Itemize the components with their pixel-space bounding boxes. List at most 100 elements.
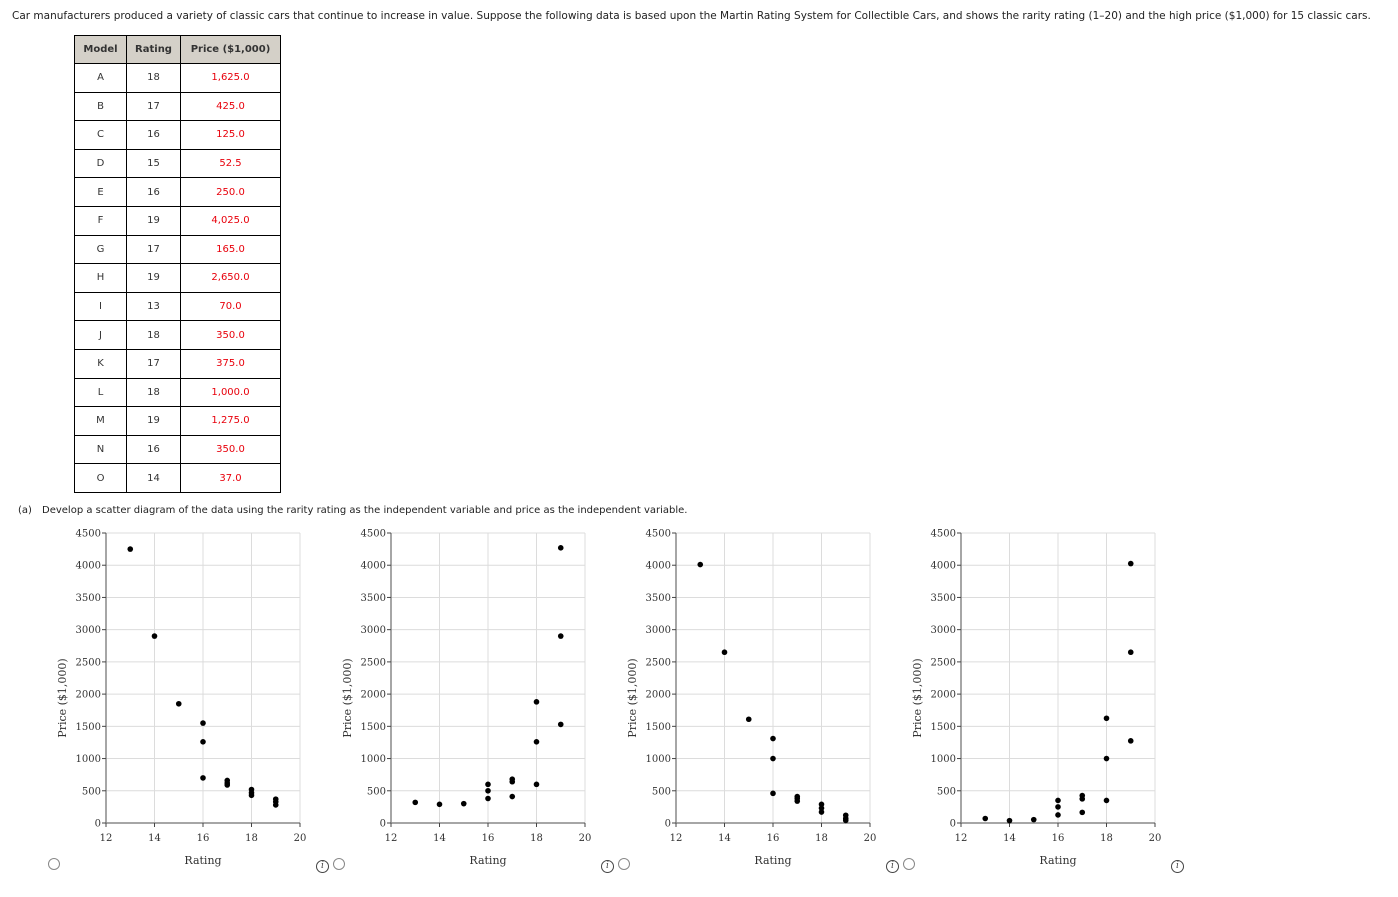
cell-price: 4,025.0	[180, 205, 281, 236]
data-point	[1006, 817, 1013, 824]
data-point	[557, 633, 564, 639]
data-point	[200, 739, 206, 745]
y-tick-label: 2500	[646, 657, 671, 668]
cell-model: J	[74, 320, 127, 350]
cell-rating: 14	[126, 463, 181, 493]
cell-rating: 19	[126, 406, 181, 436]
header-rating: Rating	[126, 35, 181, 64]
scatter-option-3[interactable]: 0 500 1000 1500 2000 2500 3000 3500 4000 4500 12 14…	[618, 522, 899, 877]
cell-model: I	[74, 291, 127, 322]
x-tick-label: 12	[955, 833, 968, 844]
y-tick-label: 4000	[361, 561, 386, 572]
scatter-option-1[interactable]: 0 500 1000 1500 2000 2500 3000 3500 4000 4500 12 14…	[48, 522, 329, 877]
y-tick-label: 2500	[931, 657, 956, 668]
x-axis-title: Rating	[1039, 854, 1076, 867]
radio-icon[interactable]	[48, 858, 60, 870]
y-tick-label: 3500	[931, 593, 956, 604]
problem-intro: Car manufacturers produced a variety of …	[12, 10, 1371, 22]
cell-rating: 19	[126, 205, 181, 236]
data-point	[412, 799, 419, 806]
part-a-text: Develop a scatter diagram of the data us…	[42, 505, 688, 516]
radio-icon[interactable]	[903, 858, 915, 870]
x-axis-title: Rating	[184, 854, 221, 867]
y-tick-label: 4000	[76, 561, 101, 572]
data-point	[794, 798, 801, 804]
cell-model: F	[74, 205, 127, 236]
y-tick-label: 4000	[931, 561, 956, 572]
data-point	[485, 787, 491, 794]
cell-rating: 15	[126, 148, 181, 179]
x-tick-label: 20	[1149, 833, 1162, 844]
table-row: O 14 37.0	[74, 463, 281, 493]
cell-rating: 13	[126, 291, 181, 322]
cell-model: E	[74, 177, 127, 207]
y-tick-label: 2000	[76, 690, 101, 701]
data-point	[1030, 816, 1037, 823]
cell-price: 250.0	[180, 177, 281, 207]
data-point	[175, 700, 182, 707]
x-tick-label: 14	[148, 833, 161, 844]
cell-model: M	[74, 406, 127, 436]
cell-model: C	[74, 120, 127, 150]
cell-price: 1,000.0	[180, 377, 281, 408]
cell-rating: 17	[126, 91, 181, 122]
x-tick-label: 16	[197, 833, 210, 844]
cell-model: A	[74, 63, 127, 93]
y-tick-label: 1500	[361, 722, 386, 733]
cell-price: 350.0	[180, 434, 281, 465]
cell-model: H	[74, 263, 127, 293]
cell-price: 375.0	[180, 348, 281, 379]
scatter-plot: 0 500 1000 1500 2000 2500 3000 3500 4000 4500 12 14…	[341, 529, 591, 868]
table-row: N 16 350.0	[74, 434, 281, 465]
table-row: L 18 1,000.0	[74, 377, 281, 408]
data-point	[1079, 809, 1086, 816]
data-point	[485, 795, 491, 802]
y-tick-label: 0	[665, 819, 671, 830]
x-axis-title: Rating	[469, 854, 506, 867]
cell-price: 52.5	[180, 148, 281, 179]
radio-icon[interactable]	[618, 858, 630, 870]
data-point	[1127, 560, 1134, 567]
x-tick-label: 12	[670, 833, 683, 844]
data-point	[533, 781, 540, 788]
data-point	[248, 792, 255, 799]
data-point	[533, 699, 540, 705]
info-icon[interactable]: i	[1171, 860, 1184, 873]
data-point	[1079, 796, 1086, 802]
y-tick-label: 1500	[76, 722, 101, 733]
table-header-row: Model Rating Price ($1,000)	[74, 35, 281, 64]
data-point	[224, 782, 231, 788]
y-tick-label: 2500	[76, 657, 101, 668]
x-tick-label: 16	[1052, 833, 1065, 844]
table-row: F 19 4,025.0	[74, 205, 281, 236]
y-tick-label: 4000	[646, 561, 671, 572]
data-point	[509, 778, 516, 785]
header-price: Price ($1,000)	[180, 35, 281, 64]
cell-price: 2,650.0	[180, 263, 281, 293]
data-point	[127, 546, 134, 552]
y-axis-title: Price ($1,000)	[911, 658, 924, 737]
info-icon[interactable]: i	[886, 860, 899, 873]
data-point	[982, 815, 989, 822]
y-tick-label: 3000	[646, 625, 671, 636]
cell-rating: 17	[126, 348, 181, 379]
scatter-option-4[interactable]: 0 500 1000 1500 2000 2500 3000 3500 4000 4500 12 14…	[903, 522, 1184, 877]
table-row: E 16 250.0	[74, 177, 281, 207]
y-tick-label: 2000	[646, 690, 671, 701]
radio-icon[interactable]	[333, 858, 345, 870]
data-point	[460, 800, 467, 807]
y-tick-label: 1500	[931, 722, 956, 733]
cell-model: G	[74, 234, 127, 265]
y-tick-label: 500	[367, 786, 386, 797]
data-point	[509, 793, 516, 800]
info-icon[interactable]: i	[601, 860, 614, 873]
data-point	[272, 802, 279, 808]
cell-model: N	[74, 434, 127, 465]
y-axis-title: Price ($1,000)	[626, 658, 639, 737]
x-tick-label: 16	[767, 833, 780, 844]
cell-rating: 19	[126, 263, 181, 293]
y-tick-label: 1000	[361, 754, 386, 765]
scatter-option-2[interactable]: 0 500 1000 1500 2000 2500 3000 3500 4000 4500 12 14…	[333, 522, 614, 877]
info-icon[interactable]: i	[316, 860, 329, 873]
cell-price: 425.0	[180, 91, 281, 122]
